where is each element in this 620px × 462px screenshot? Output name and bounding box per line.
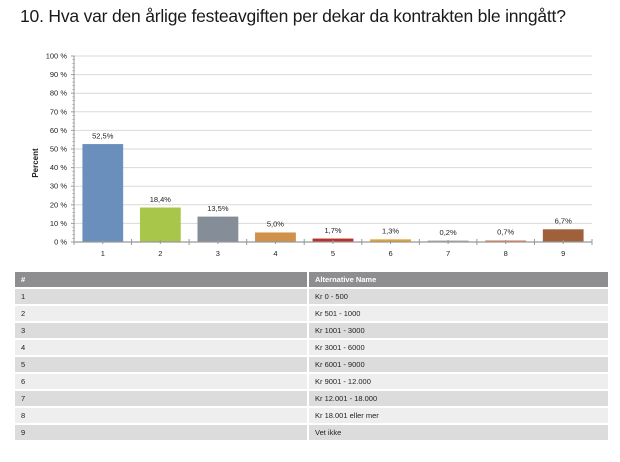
alternative-name: Vet ikke — [309, 425, 608, 440]
alternative-name: Kr 0 - 500 — [309, 289, 608, 304]
x-axis-ticks: 1 2 3 4 5 6 7 8 9 — [73, 239, 593, 258]
alternatives-table: # Alternative Name 1 Kr 0 - 500 2 Kr 501 - … — [15, 270, 608, 442]
row-number: 4 — [15, 340, 309, 355]
table-row: 3 Kr 1001 - 3000 — [15, 323, 608, 338]
x-tick-label: 7 — [446, 249, 450, 258]
x-tick-label: 8 — [504, 249, 508, 258]
table-header-row: # Alternative Name — [15, 272, 608, 287]
row-number: 9 — [15, 425, 309, 440]
table-row: 2 Kr 501 - 1000 — [15, 306, 608, 321]
x-tick-label: 3 — [216, 249, 220, 258]
alternative-name: Kr 3001 - 6000 — [309, 340, 608, 355]
row-number: 5 — [15, 357, 309, 372]
data-label: 0,7% — [497, 228, 514, 237]
alternative-name: Kr 18.001 eller mer — [309, 408, 608, 423]
y-tick-label: 90 % — [50, 70, 67, 79]
row-number: 6 — [15, 374, 309, 389]
data-label: 52,5% — [92, 131, 114, 140]
row-number: 7 — [15, 391, 309, 406]
data-label: 6,7% — [555, 217, 572, 226]
x-tick-label: 1 — [101, 249, 105, 258]
bar-2 — [139, 207, 181, 243]
table-row: 4 Kr 3001 - 6000 — [15, 340, 608, 355]
row-number: 3 — [15, 323, 309, 338]
table-row: 5 Kr 6001 - 9000 — [15, 357, 608, 372]
row-number: 1 — [15, 289, 309, 304]
bar-1 — [82, 144, 124, 243]
y-tick-label: 30 % — [50, 182, 67, 191]
column-header-number: # — [15, 272, 309, 287]
column-header-alternative-name: Alternative Name — [309, 272, 608, 287]
data-label: 18,4% — [150, 195, 172, 204]
x-tick-label: 4 — [273, 249, 277, 258]
y-tick-label: 80 % — [50, 89, 67, 98]
y-tick-label: 40 % — [50, 163, 67, 172]
axes — [73, 56, 592, 243]
bar-3 — [197, 216, 239, 243]
alternative-name: Kr 6001 - 9000 — [309, 357, 608, 372]
y-tick-label: 10 % — [50, 219, 67, 228]
x-tick-label: 2 — [158, 249, 162, 258]
data-label: 13,5% — [207, 204, 229, 213]
row-number: 2 — [15, 306, 309, 321]
x-tick-label: 6 — [388, 249, 392, 258]
table-row: 1 Kr 0 - 500 — [15, 289, 608, 304]
table-row: 6 Kr 9001 - 12.000 — [15, 374, 608, 389]
alternative-name: Kr 9001 - 12.000 — [309, 374, 608, 389]
y-tick-label: 70 % — [50, 107, 67, 116]
alternative-name: Kr 12.001 - 18.000 — [309, 391, 608, 406]
x-tick-label: 9 — [561, 249, 565, 258]
y-tick-label: 50 % — [50, 145, 67, 154]
chart-title: 10. Hva var den årlige festeavgiften per… — [20, 6, 566, 26]
y-tick-label: 0 % — [54, 238, 67, 247]
table-row: 9 Vet ikke — [15, 425, 608, 440]
y-axis-ticks: 0 % 10 % 20 % 30 % 40 % 50 % 60 % 70 % 80 % 90 % 1… — [46, 52, 75, 247]
table-row: 7 Kr 12.001 - 18.000 — [15, 391, 608, 406]
y-tick-label: 100 % — [46, 52, 68, 61]
bar-chart: Percent 0 % 10 % 20 % 30 % 40 % 50 % 60 % 70 % 8… — [31, 52, 593, 258]
y-tick-label: 20 % — [50, 200, 67, 209]
data-label: 0,2% — [440, 228, 457, 237]
data-labels: 52,5% 18,4% 13,5% 5,0% 1,7% 1,3% 0,2% 0,7% 6,7% — [92, 131, 572, 236]
data-label: 1,3% — [382, 227, 399, 236]
bars — [82, 144, 584, 243]
data-label: 1,7% — [324, 226, 341, 235]
row-number: 8 — [15, 408, 309, 423]
data-label: 5,0% — [267, 220, 284, 229]
alternative-name: Kr 501 - 1000 — [309, 306, 608, 321]
x-tick-label: 5 — [331, 249, 335, 258]
gridlines — [74, 55, 592, 224]
y-tick-label: 60 % — [50, 126, 67, 135]
alternative-name: Kr 1001 - 3000 — [309, 323, 608, 338]
table-row: 8 Kr 18.001 eller mer — [15, 408, 608, 423]
y-axis-label: Percent — [31, 148, 40, 178]
